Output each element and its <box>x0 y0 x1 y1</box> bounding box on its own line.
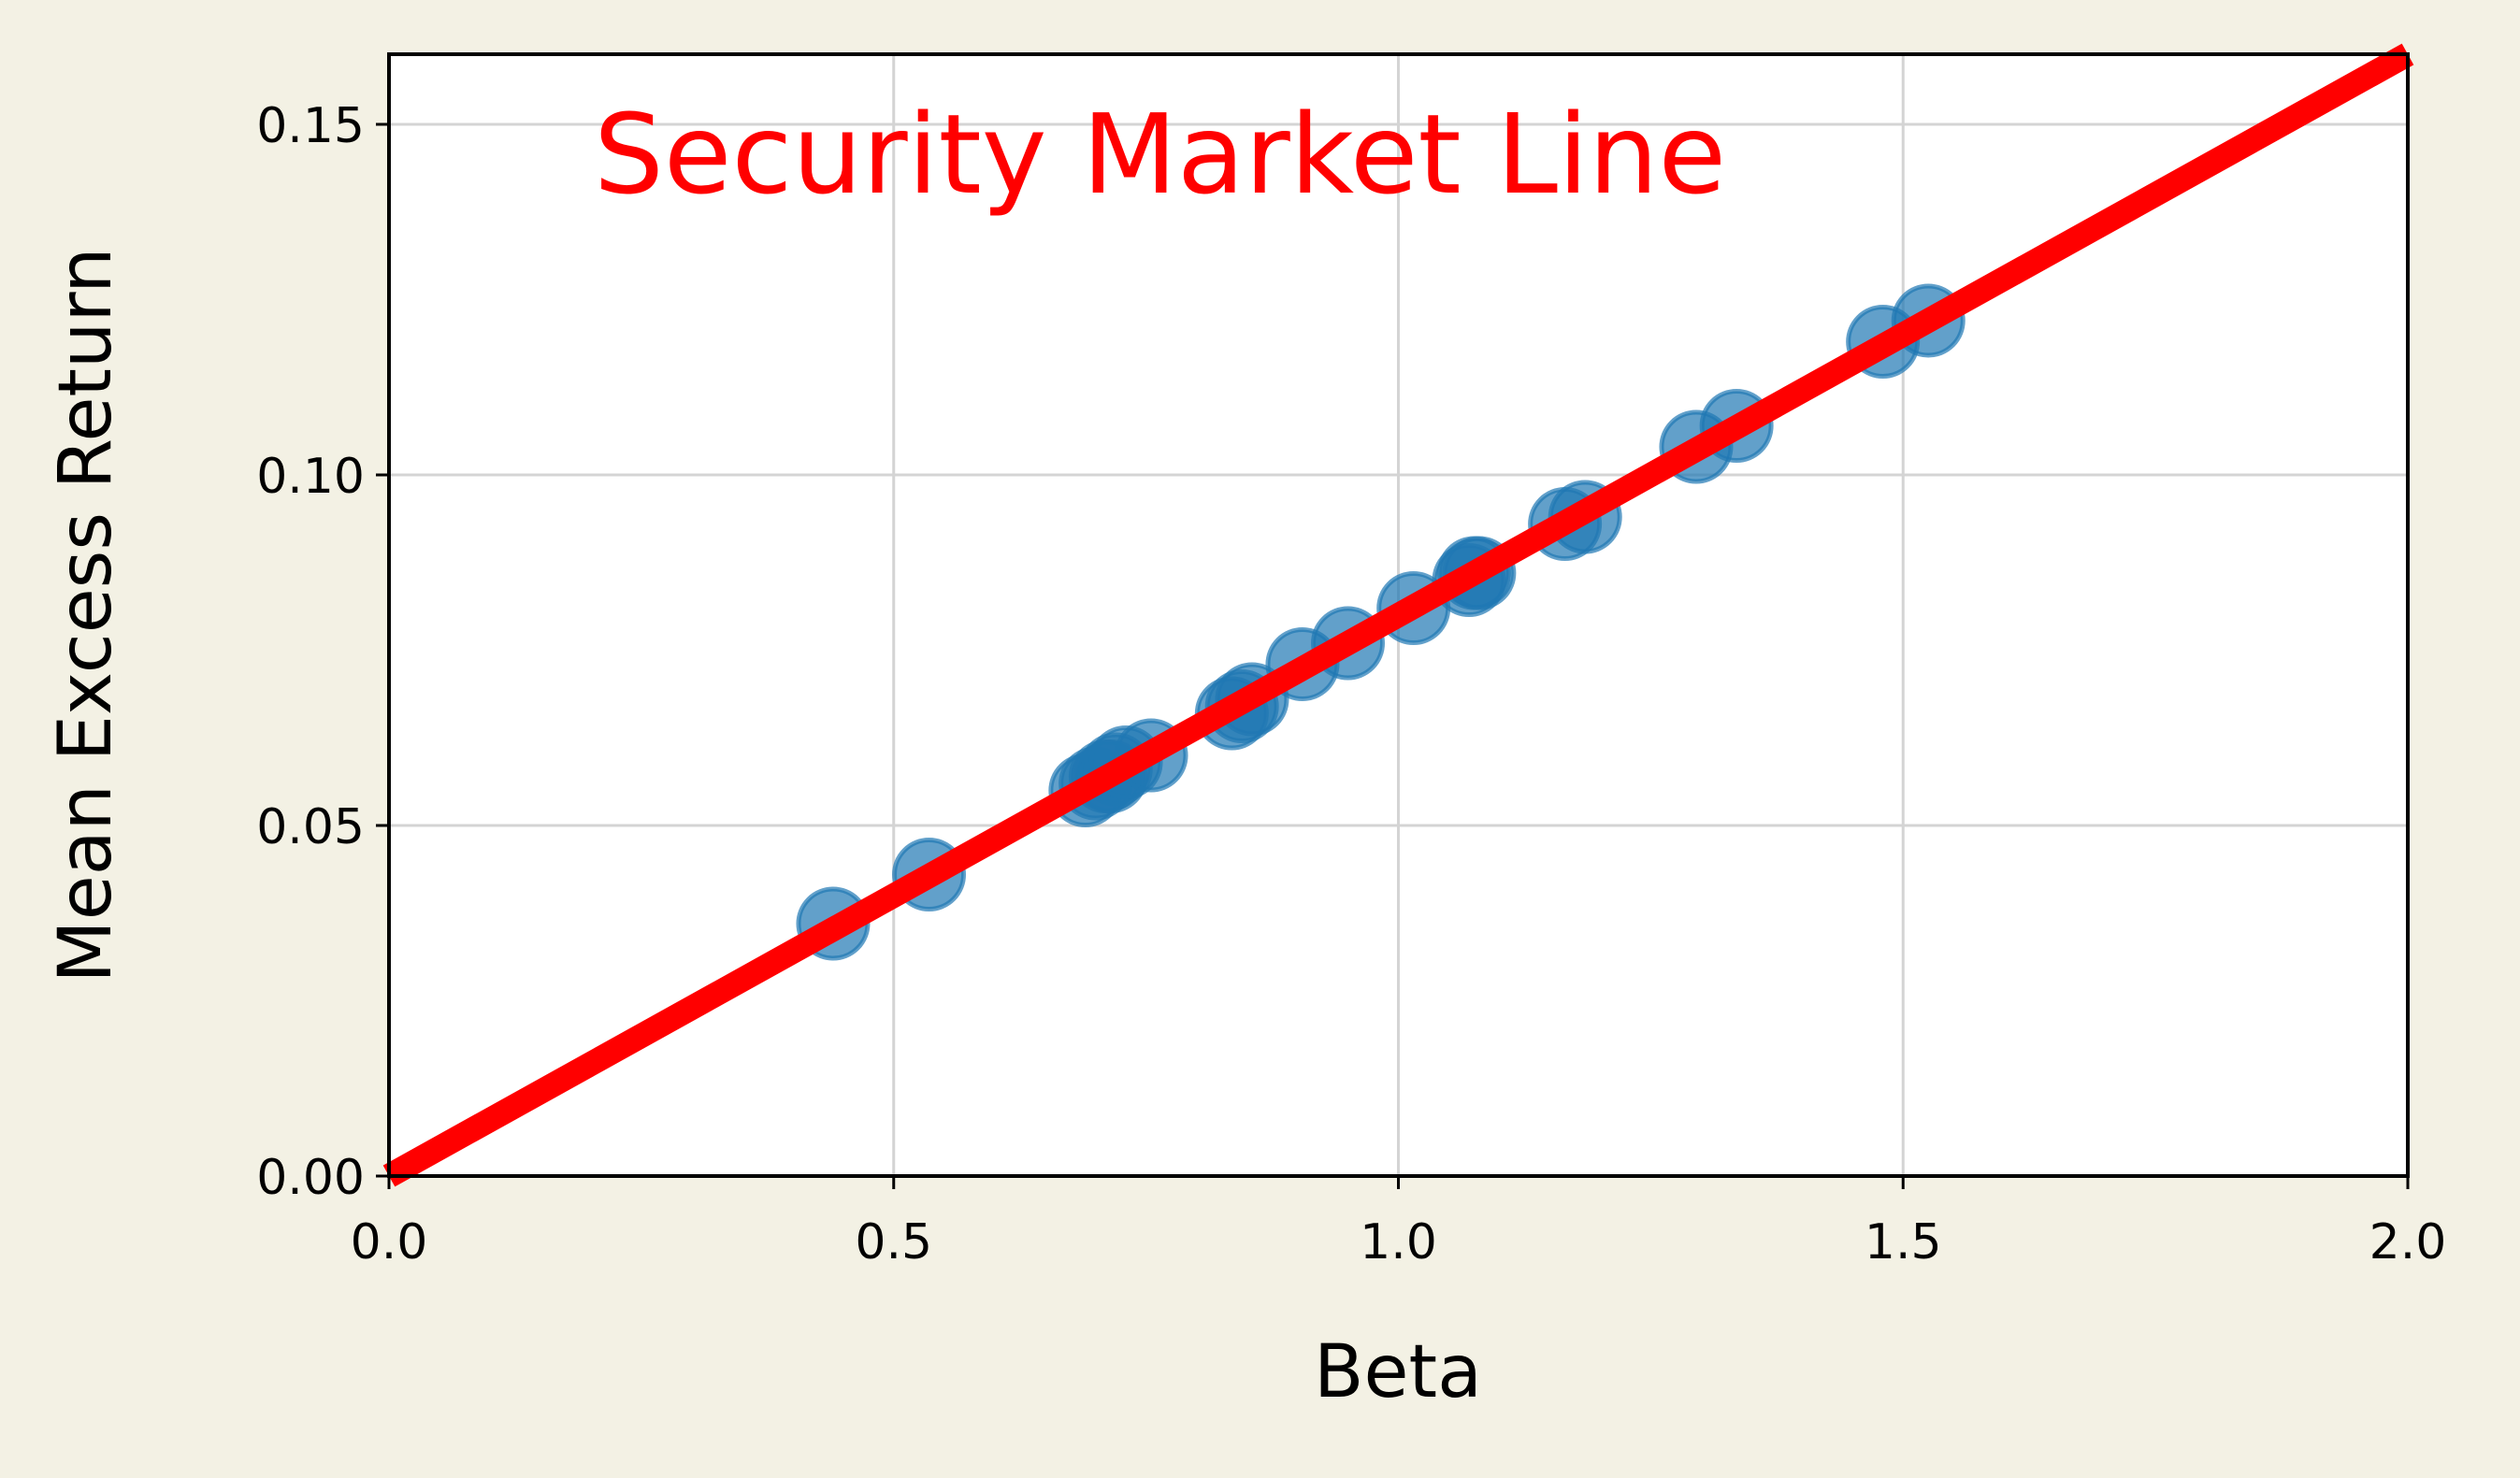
x-tick-label: 1.5 <box>1865 1214 1942 1270</box>
x-tick-label: 1.0 <box>1360 1214 1437 1270</box>
y-tick-label: 0.15 <box>256 98 365 154</box>
security-market-line <box>382 43 2414 1187</box>
chart-annotation: Security Market Line <box>594 90 1726 219</box>
y-axis-label: Mean Excess Return <box>44 247 128 983</box>
x-tick-label: 2.0 <box>2369 1214 2447 1270</box>
x-tick-label: 0.5 <box>855 1214 932 1270</box>
y-tick-label: 0.05 <box>256 799 365 855</box>
y-tick-label: 0.00 <box>256 1150 365 1206</box>
sml-line <box>382 43 2414 1187</box>
x-axis-label: Beta <box>1314 1330 1482 1414</box>
x-tick-label: 0.0 <box>351 1214 428 1270</box>
x-axis: 0.0 0.5 1.0 1.5 2.0 <box>351 1176 2447 1270</box>
y-axis: 0.00 0.05 0.10 0.15 <box>256 98 389 1206</box>
y-tick-label: 0.10 <box>256 449 365 505</box>
